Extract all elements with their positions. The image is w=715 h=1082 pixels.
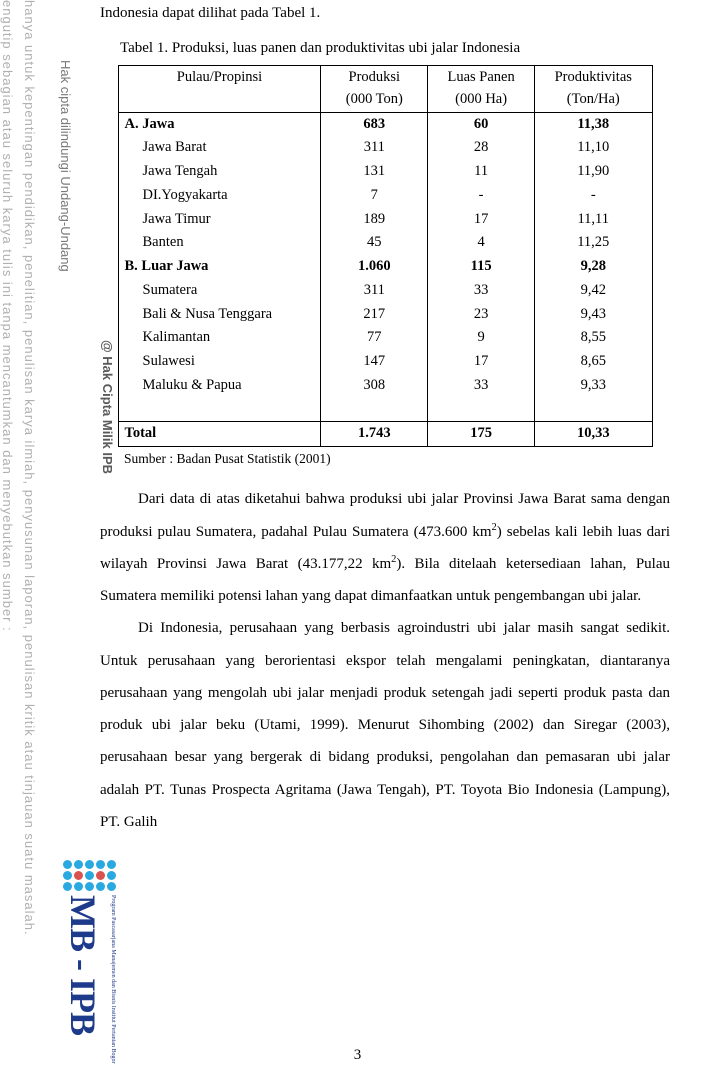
watermark-text-2: hanya untuk kepentingan pendidikan, pene…: [22, 0, 37, 880]
row-value: 1.060: [321, 255, 428, 279]
row-value: 131: [321, 160, 428, 184]
page-number: 3: [0, 1047, 715, 1064]
row-label: Banten: [118, 231, 321, 255]
row-label: Jawa Tengah: [118, 160, 321, 184]
table-caption: Tabel 1. Produksi, luas panen dan produk…: [120, 37, 670, 60]
row-value: 77: [321, 326, 428, 350]
intro-line: Indonesia dapat dilihat pada Tabel 1.: [100, 2, 670, 25]
row-value: 23: [428, 303, 535, 327]
row-value: 311: [321, 136, 428, 160]
row-value: 683: [321, 112, 428, 136]
row-label: Kalimantan: [118, 326, 321, 350]
row-value: 11,11: [535, 208, 653, 232]
table-row: A. Jawa6836011,38: [118, 112, 652, 136]
row-value: 9,43: [535, 303, 653, 327]
row-value: 9,42: [535, 279, 653, 303]
table-row: Maluku & Papua308339,33: [118, 374, 652, 398]
data-table: Pulau/Propinsi Produksi(000 Ton) Luas Pa…: [118, 65, 653, 447]
table-row: Jawa Tengah1311111,90: [118, 160, 652, 184]
table-row: Kalimantan7798,55: [118, 326, 652, 350]
row-label: Sulawesi: [118, 350, 321, 374]
row-value: 4: [428, 231, 535, 255]
col-header: Luas Panen(000 Ha): [428, 66, 535, 113]
table-spacer-row: [118, 398, 652, 422]
row-value: 11,25: [535, 231, 653, 255]
watermark-text-1: engutip sebagian atau seluruh karya tuli…: [0, 0, 15, 880]
row-value: 9,33: [535, 374, 653, 398]
total-label: Total: [118, 422, 321, 447]
table-row: Sulawesi147178,65: [118, 350, 652, 374]
table-row: Banten45411,25: [118, 231, 652, 255]
row-value: 217: [321, 303, 428, 327]
row-label: Bali & Nusa Tenggara: [118, 303, 321, 327]
row-label: Jawa Barat: [118, 136, 321, 160]
row-value: 17: [428, 350, 535, 374]
row-value: 45: [321, 231, 428, 255]
table-total-row: Total 1.743 175 10,33: [118, 422, 652, 447]
row-value: 33: [428, 374, 535, 398]
row-label: B. Luar Jawa: [118, 255, 321, 279]
row-value: 311: [321, 279, 428, 303]
paragraph-1: Dari data di atas diketahui bahwa produk…: [100, 483, 670, 612]
row-value: 28: [428, 136, 535, 160]
mb-ipb-logo: MB - IPB Program Pascasarjana Manajemen …: [44, 860, 134, 1063]
row-value: 11: [428, 160, 535, 184]
row-label: Maluku & Papua: [118, 374, 321, 398]
table-header-row: Pulau/Propinsi Produksi(000 Ton) Luas Pa…: [118, 66, 652, 113]
logo-dots-icon: [44, 860, 134, 891]
watermark-text-3: Hak cipta dilindungi Undang-Undang: [58, 60, 73, 560]
col-header: Pulau/Propinsi: [118, 66, 321, 113]
col-header: Produktivitas(Ton/Ha): [535, 66, 653, 113]
row-value: 8,55: [535, 326, 653, 350]
row-label: A. Jawa: [118, 112, 321, 136]
total-val: 175: [428, 422, 535, 447]
row-value: 147: [321, 350, 428, 374]
page-content: Indonesia dapat dilihat pada Tabel 1. Ta…: [100, 0, 700, 838]
row-value: 189: [321, 208, 428, 232]
col-header: Produksi(000 Ton): [321, 66, 428, 113]
row-value: 8,65: [535, 350, 653, 374]
row-value: 33: [428, 279, 535, 303]
table-row: Jawa Barat3112811,10: [118, 136, 652, 160]
row-value: 60: [428, 112, 535, 136]
table-row: Jawa Timur1891711,11: [118, 208, 652, 232]
paragraph-2: Di Indonesia, perusahaan yang berbasis a…: [100, 612, 670, 838]
table-row: Bali & Nusa Tenggara217239,43: [118, 303, 652, 327]
row-value: 308: [321, 374, 428, 398]
row-value: -: [428, 184, 535, 208]
row-value: 9,28: [535, 255, 653, 279]
total-val: 1.743: [321, 422, 428, 447]
table-row: DI.Yogyakarta7--: [118, 184, 652, 208]
table-source: Sumber : Badan Pusat Statistik (2001): [124, 449, 670, 469]
row-label: Sumatera: [118, 279, 321, 303]
row-value: 7: [321, 184, 428, 208]
table-row: Sumatera311339,42: [118, 279, 652, 303]
row-label: Jawa Timur: [118, 208, 321, 232]
total-val: 10,33: [535, 422, 653, 447]
row-value: -: [535, 184, 653, 208]
row-value: 17: [428, 208, 535, 232]
table-row: B. Luar Jawa1.0601159,28: [118, 255, 652, 279]
row-value: 11,10: [535, 136, 653, 160]
row-value: 11,90: [535, 160, 653, 184]
logo-subtext: Program Pascasarjana Manajemen dan Bisni…: [110, 895, 116, 1063]
logo-text: MB - IPB: [62, 895, 104, 1035]
row-label: DI.Yogyakarta: [118, 184, 321, 208]
row-value: 11,38: [535, 112, 653, 136]
row-value: 115: [428, 255, 535, 279]
row-value: 9: [428, 326, 535, 350]
